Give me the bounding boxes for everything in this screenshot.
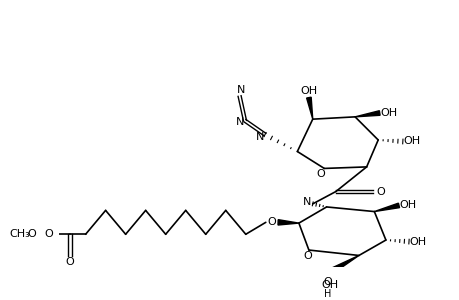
- Text: OH: OH: [380, 108, 397, 118]
- Polygon shape: [374, 203, 399, 212]
- Text: O: O: [323, 277, 332, 286]
- Text: O: O: [267, 217, 276, 227]
- Text: N: N: [302, 197, 310, 207]
- Text: OH: OH: [409, 237, 426, 247]
- Text: O: O: [375, 187, 384, 196]
- Polygon shape: [330, 256, 358, 273]
- Text: OH: OH: [320, 280, 337, 290]
- Polygon shape: [306, 97, 312, 119]
- Text: CH₃: CH₃: [9, 229, 30, 238]
- Text: OH: OH: [399, 200, 416, 210]
- Text: O: O: [66, 257, 74, 267]
- Text: O: O: [302, 251, 311, 261]
- Text: N: N: [255, 132, 263, 142]
- Text: OH: OH: [403, 136, 420, 146]
- Text: O: O: [316, 169, 325, 179]
- Polygon shape: [277, 220, 298, 225]
- Text: N: N: [236, 85, 245, 95]
- Text: O: O: [44, 229, 53, 239]
- Text: H: H: [324, 289, 331, 299]
- Polygon shape: [354, 111, 379, 117]
- Text: OH: OH: [300, 86, 317, 96]
- Text: O: O: [27, 229, 36, 239]
- Text: N: N: [235, 117, 244, 127]
